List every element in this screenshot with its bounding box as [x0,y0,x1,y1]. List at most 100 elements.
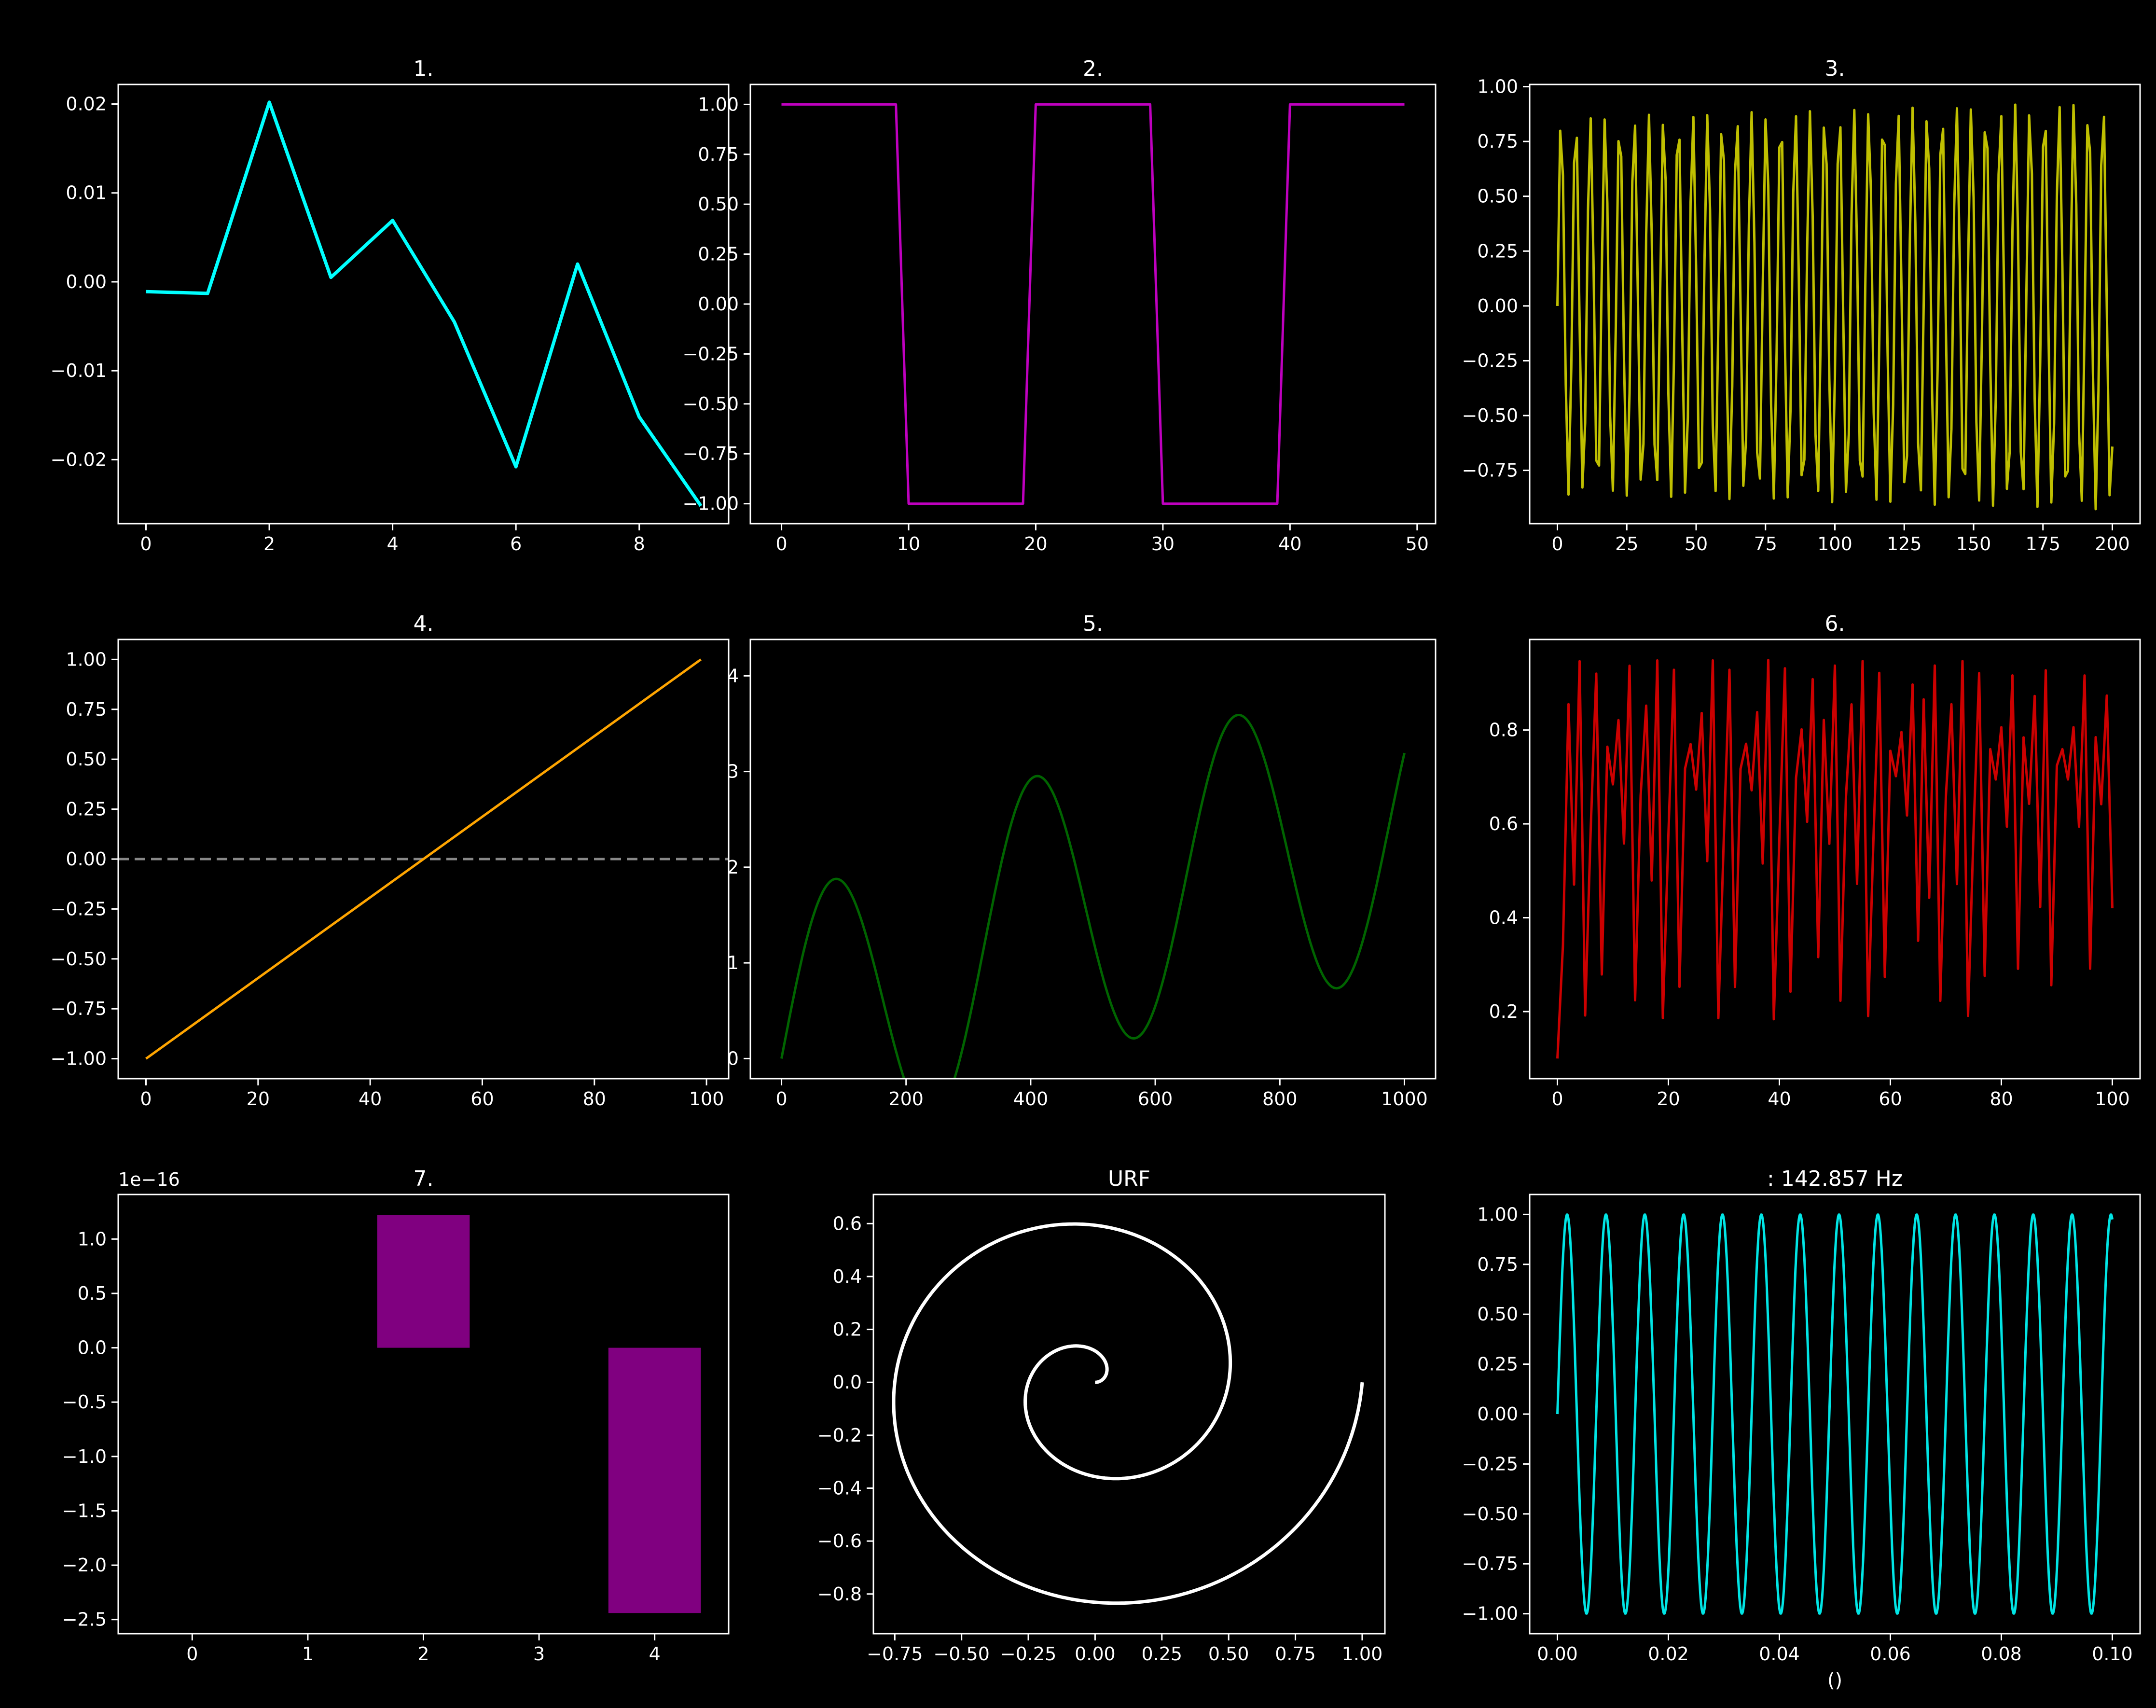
y-tick-label: −0.2 [817,1425,862,1446]
y-tick-label: −0.25 [683,343,739,364]
y-tick-label: −0.4 [817,1477,862,1499]
x-tick-label: 200 [888,1088,924,1110]
y-tick-label: −0.02 [51,449,107,470]
x-tick-label: 4 [649,1643,661,1665]
y-tick-label: −0.75 [1462,460,1518,481]
y-tick-label: −0.50 [1462,405,1518,426]
y-tick-label: 0.75 [1477,131,1518,152]
y-tick-label: 0.50 [1477,186,1518,207]
x-tick-label: 0 [140,533,152,555]
y-tick-label: 0.6 [833,1213,862,1234]
x-tick-label: 0.50 [1208,1643,1249,1665]
x-tick-label: 1 [302,1643,314,1665]
x-tick-label: 1.00 [1342,1643,1383,1665]
y-tick-label: 0.25 [698,244,739,265]
series-line [1556,103,2114,511]
x-tick-label: 0 [140,1088,152,1110]
x-tick-label: 0.10 [2092,1643,2133,1665]
y-tick-label: −0.8 [817,1583,862,1605]
x-tick-label: 6 [510,533,522,555]
x-tick-label: 400 [1013,1088,1049,1110]
x-tick-label: −0.75 [867,1643,923,1665]
panel-2: 2. 0 10 20 30 40 50 −1.00 −0.75 −0.50 −0.25 0.00 0.… [683,56,1437,555]
y-tick-label: 0.00 [698,293,739,315]
panel-title: 7. [414,1166,434,1191]
y-tick-label: 0.0 [78,1337,107,1359]
axes-frame [1529,639,2141,1080]
x-tick-label: −0.50 [933,1643,989,1665]
plot-area [1556,659,2114,1059]
y-tick-label: 0.4 [1489,907,1518,929]
y-tick-label: 0.25 [66,799,107,820]
panel-8: URF −0.75 −0.50 −0.25 0.00 0.25 0.50 0.75 1.00 −0… [817,1166,1386,1665]
x-tick-label: 0.06 [1870,1643,1911,1665]
y-tick-label: 0.25 [1477,240,1518,262]
series-line [145,658,702,1060]
panel-9: : 142.857 Hz 0.00 0.02 0.04 0.06 0.08 0.10 −1.0… [1462,1166,2141,1692]
x-tick-label: 50 [1406,533,1429,555]
y-tick-label: −0.75 [51,998,107,1019]
panel-1: 1. 0 2 4 6 8 −0.02 −0.01 0.00 0.01 0.02 [51,56,730,555]
x-tick-label: −0.25 [1000,1643,1056,1665]
x-axis-label: () [1827,1669,1842,1692]
x-tick-label: 0.25 [1142,1643,1183,1665]
axes-frame [872,1194,1386,1635]
x-tick-label: 0 [1551,1088,1563,1110]
x-tick-label: 3 [533,1643,545,1665]
panel-title: 2. [1083,56,1103,81]
y-tick-label: −2.5 [62,1609,107,1630]
panel-title: 5. [1083,611,1103,636]
y-tick-label: 1.00 [66,649,107,670]
y-tick-label: −0.01 [51,360,107,381]
y-tick-label: 0.50 [66,749,107,770]
panel-title: 6. [1825,611,1845,636]
y-tick-label: 0.00 [66,848,107,870]
axes-frame [749,83,1437,525]
y-tick-label: 0.2 [833,1319,862,1340]
y-tick-label: −0.75 [683,443,739,464]
y-tick-label: −2.0 [62,1555,107,1576]
x-tick-label: 100 [1817,533,1852,555]
x-tick-label: 0.00 [1075,1643,1116,1665]
plot-area [780,714,1406,1079]
y-tick-label: 0.4 [833,1266,862,1287]
x-tick-label: 800 [1262,1088,1298,1110]
y-tick-label: −0.50 [683,393,739,415]
y-tick-label: 0.0 [833,1372,862,1393]
x-tick-label: 175 [2025,533,2060,555]
x-tick-label: 20 [1657,1088,1680,1110]
plot-area [1556,103,2114,511]
y-tick-label: −0.6 [817,1530,862,1552]
plot-area [781,103,1405,505]
x-tick-label: 4 [387,533,399,555]
x-tick-label: 0 [1551,533,1563,555]
y-tick-label: −1.00 [683,493,739,514]
y-tick-label: 3 [727,761,739,782]
y-tick-label: 0.00 [1477,295,1518,317]
y-tick-label: −1.0 [62,1446,107,1467]
panels: 1. 0 2 4 6 8−0.02−0.010.000.010.022. 0 10 20 30… [51,56,2141,1692]
x-tick-label: 50 [1685,533,1708,555]
y-tick-label: −0.25 [51,898,107,919]
y-tick-label: −0.25 [1462,350,1518,371]
x-tick-label: 0.08 [1981,1643,2022,1665]
series-line [780,714,1406,1079]
plot-area [377,1215,701,1613]
x-tick-label: 100 [2095,1088,2130,1110]
series-line [781,103,1405,505]
y-tick-label: 0.25 [1477,1354,1518,1375]
y-tick-label: 0.00 [1477,1403,1518,1425]
x-tick-label: 80 [1990,1088,2013,1110]
y-tick-label: 0.01 [66,182,107,204]
axes-frame [1529,83,2141,525]
x-tick-label: 150 [1956,533,1991,555]
y-tick-label: −0.5 [62,1391,107,1413]
x-tick-label: 100 [689,1088,724,1110]
panel-title: : 142.857 Hz [1767,1166,1903,1191]
panel-title: 4. [414,611,434,636]
x-tick-label: 0.02 [1648,1643,1689,1665]
x-tick-label: 8 [634,533,645,555]
axis-offset-label: 1e−16 [118,1169,180,1190]
x-tick-label: 20 [1024,533,1047,555]
